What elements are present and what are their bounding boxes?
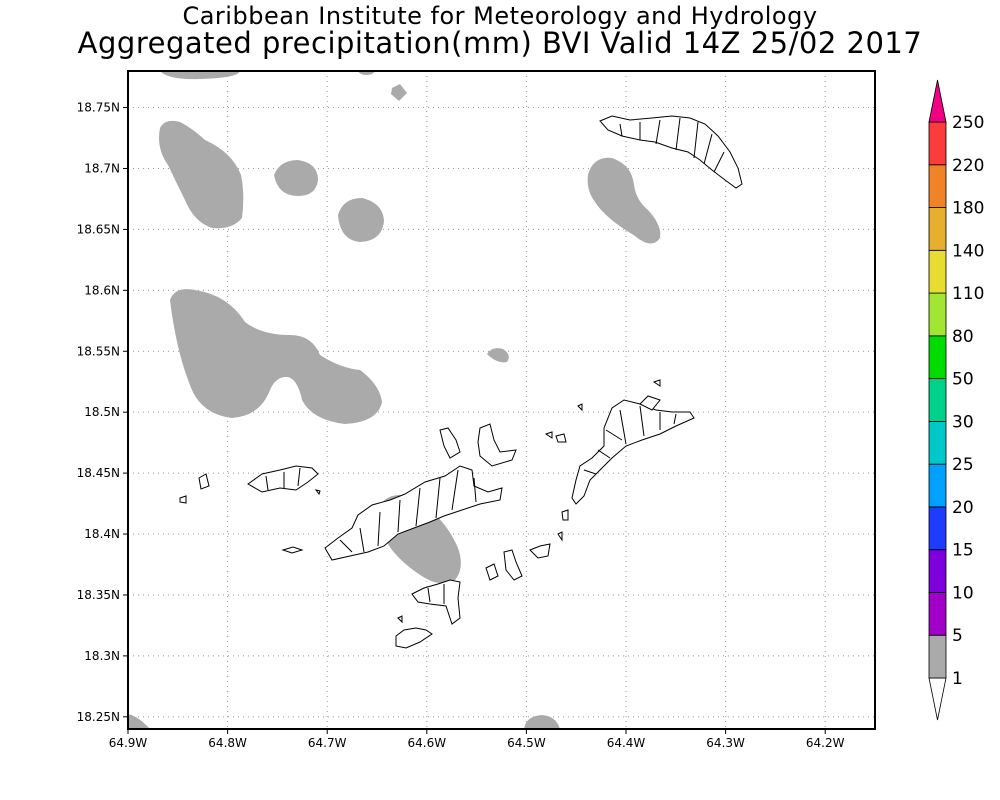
lat-tick-label: 18.3N [84,649,120,663]
lat-tick-label: 18.25N [77,710,120,724]
lon-tick-label: 64.8W [208,736,247,750]
colorbar-label: 250 [952,113,984,133]
lon-tick-label: 64.6W [408,736,447,750]
precipitation-areas [128,71,661,729]
precip-area [159,120,244,229]
colorbar-label: 50 [952,370,974,390]
colorbar-segment [928,677,947,721]
colorbar-segment [928,463,947,508]
precip-area [487,348,509,363]
colorbar-segment [928,335,947,380]
lat-tick-label: 18.45N [77,466,120,480]
precip-area [391,84,407,101]
colorbar-segment [928,207,947,251]
lat-tick-label: 18.65N [77,222,120,236]
lon-tick-label: 64.5W [507,736,546,750]
precip-area [587,157,661,244]
island-tortola [324,465,503,561]
lat-tick-label: 18.7N [84,161,120,175]
lon-tick-label: 64.7W [308,736,347,750]
island-jost-van-dyke [247,465,319,493]
colorbar-segment [928,164,947,208]
precip-area [170,289,382,424]
axis-tick-labels: 64.9W 64.8W 64.7W 64.6W 64.5W 64.4W 64.3W 64.2W… [77,101,845,750]
colorbar-segment [928,292,947,337]
lat-tick-label: 18.6N [84,283,120,297]
colorbar-segment [928,249,947,294]
precip-area [274,160,318,196]
lat-tick-label: 18.75N [77,101,120,115]
colorbar-label: 20 [952,498,974,518]
island-virgin-gorda [571,399,695,505]
lon-tick-label: 64.4W [607,736,646,750]
colorbar-label: 180 [952,199,984,219]
colorbar-label: 15 [952,541,974,561]
lon-tick-label: 64.2W [806,736,845,750]
colorbar-label: 5 [952,626,963,646]
colorbar-segment [928,121,947,166]
colorbar-segment [928,634,947,679]
colorbar-label: 110 [952,284,984,304]
colorbar-segment [928,592,947,636]
colorbar-segment [928,79,947,123]
land-outlines [179,115,743,649]
island-anegada [599,115,743,189]
lat-tick-label: 18.4N [84,527,120,541]
colorbar-segment [928,549,947,593]
lat-tick-label: 18.55N [77,344,120,358]
colorbar-label: 30 [952,412,974,432]
map-title-line2: Aggregated precipitation(mm) BVI Valid 1… [77,26,923,60]
colorbar-segment [928,378,947,422]
colorbar-label: 140 [952,241,984,261]
map-title-line1: Caribbean Institute for Meteorology and … [182,2,818,30]
precip-area [524,715,560,729]
colorbar-segment [928,420,947,465]
colorbar-segment [928,506,947,551]
colorbar-label: 25 [952,455,974,475]
colorbar-label: 80 [952,327,974,347]
map-frame [127,70,876,730]
lat-tick-label: 18.5N [84,405,120,419]
lat-tick-label: 18.35N [77,588,120,602]
island-norman [411,579,461,625]
precip-area [128,714,150,729]
precip-area [160,71,240,80]
lon-tick-label: 64.9W [109,736,148,750]
lon-tick-label: 64.3W [706,736,745,750]
colorbar-label: 10 [952,583,974,603]
precip-area [338,198,384,242]
colorbar-label: 220 [952,156,984,176]
colorbar-label: 1 [952,669,963,689]
